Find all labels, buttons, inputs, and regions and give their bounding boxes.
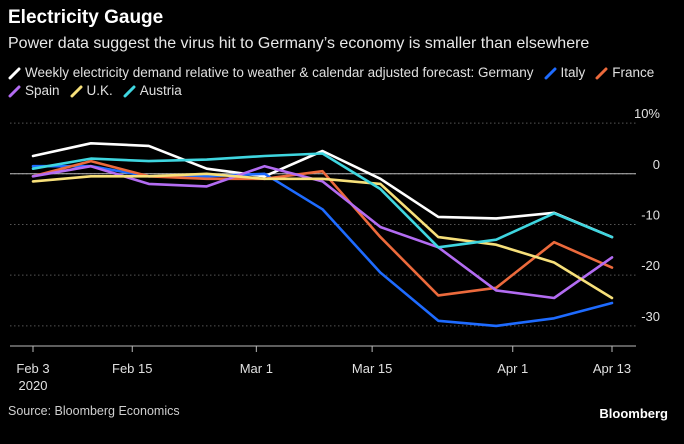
series-line-austria: [31, 152, 614, 249]
legend-swatch: [8, 67, 21, 80]
chart-subtitle: Power data suggest the virus hit to Germ…: [8, 35, 590, 52]
y-tick-label: -10: [641, 207, 660, 222]
source-note: Source: Bloomberg Economics: [8, 404, 180, 418]
x-tick-label: Apr 13: [593, 361, 631, 376]
legend-item-austria: Austria: [123, 82, 182, 100]
legend-item-u-k: U.K.: [70, 82, 113, 100]
x-tick-sublabel: 2020: [19, 378, 48, 393]
legend-swatch: [544, 67, 556, 80]
legend-swatch: [123, 85, 136, 98]
legend-item-france: France: [595, 64, 654, 82]
legend-swatch: [595, 67, 608, 80]
legend-label: U.K.: [86, 83, 113, 98]
series-line-germany: [31, 142, 614, 239]
y-tick-label: 10%: [634, 106, 660, 121]
legend-item-germany: Weekly electricity demand relative to we…: [8, 64, 534, 82]
x-tick-label: Mar 15: [352, 361, 392, 376]
y-tick-label: 0: [653, 157, 660, 172]
legend-swatch: [8, 85, 21, 98]
legend-swatch: [70, 85, 83, 98]
chart-title: Electricity Gauge: [8, 7, 164, 28]
bloomberg-logo: Bloomberg: [599, 406, 668, 421]
legend-label: Weekly electricity demand relative to we…: [25, 65, 534, 80]
legend: Weekly electricity demand relative to we…: [8, 64, 668, 100]
x-tick-label: Feb 3: [16, 361, 49, 376]
series-line-spain: [31, 164, 614, 300]
y-tick-label: -20: [641, 258, 660, 273]
x-tick-label: Apr 1: [497, 361, 528, 376]
legend-label: Austria: [139, 83, 182, 98]
legend-item-spain: Spain: [8, 82, 60, 100]
series-line-u-k: [31, 172, 614, 300]
series-line-france: [31, 159, 614, 297]
legend-label: Italy: [560, 65, 586, 80]
legend-label: Spain: [25, 83, 60, 98]
legend-label: France: [612, 65, 655, 80]
legend-item-italy: Italy: [544, 64, 586, 82]
series-line-italy: [31, 164, 614, 328]
x-tick-label: Feb 15: [112, 361, 152, 376]
y-tick-label: -30: [641, 309, 660, 324]
x-tick-label: Mar 1: [240, 361, 273, 376]
